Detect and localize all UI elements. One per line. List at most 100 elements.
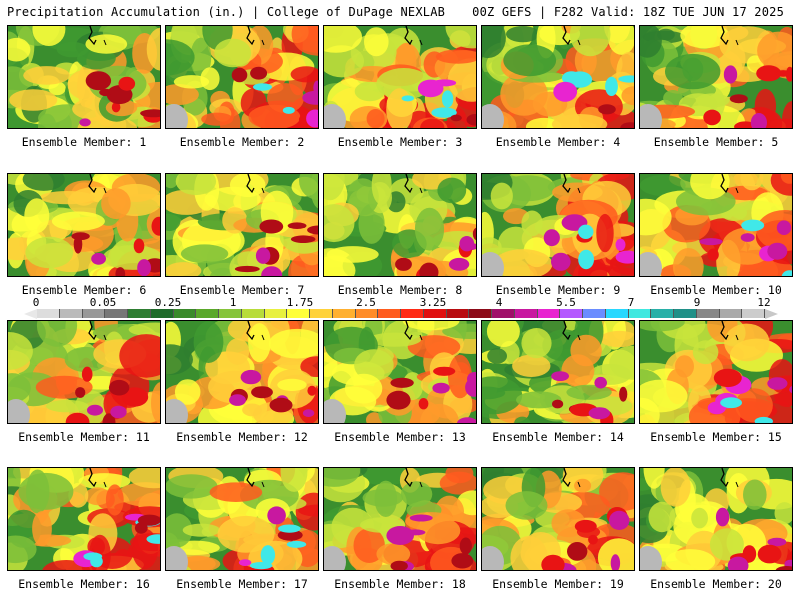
ensemble-member-panel: Ensemble Member: 8 xyxy=(323,173,477,304)
ensemble-member-panel: Ensemble Member: 20 xyxy=(639,467,793,598)
legend-swatch xyxy=(492,309,515,318)
ensemble-member-caption: Ensemble Member: 3 xyxy=(337,135,463,149)
legend-swatch xyxy=(651,309,674,318)
ensemble-member-caption: Ensemble Member: 13 xyxy=(334,430,466,444)
precipitation-map xyxy=(165,173,319,277)
ensemble-member-panel: Ensemble Member: 16 xyxy=(7,467,161,598)
ensemble-member-caption: Ensemble Member: 11 xyxy=(18,430,150,444)
legend-left-arrow xyxy=(24,309,37,319)
legend-swatch xyxy=(674,309,697,318)
ensemble-member-panel: Ensemble Member: 1 xyxy=(7,25,161,156)
ensemble-member-caption: Ensemble Member: 1 xyxy=(21,135,147,149)
legend-swatch xyxy=(401,309,424,318)
legend-swatch xyxy=(628,309,652,318)
precipitation-map xyxy=(323,467,477,571)
legend-swatch xyxy=(537,309,561,318)
legend-swatch xyxy=(605,309,629,318)
legend-swatch xyxy=(219,309,242,318)
map-title: Precipitation Accumulation (in.) | Colle… xyxy=(7,5,446,19)
precipitation-map xyxy=(639,25,793,129)
legend-swatch xyxy=(287,309,310,318)
legend-swatch xyxy=(719,309,743,318)
legend-tick-label: 0.25 xyxy=(154,296,182,309)
ensemble-member-panel: Ensemble Member: 6 xyxy=(7,173,161,304)
legend-swatch xyxy=(105,309,128,318)
precipitation-map xyxy=(323,25,477,129)
model-run-info: 00Z GEFS | F282 Valid: 18Z TUE JUN 17 20… xyxy=(472,5,784,19)
legend-swatch xyxy=(59,309,83,318)
legend-tick-label: 1 xyxy=(229,296,237,309)
precipitation-map xyxy=(639,467,793,571)
ensemble-member-panel: Ensemble Member: 15 xyxy=(639,320,793,451)
ensemble-member-caption: Ensemble Member: 10 xyxy=(650,283,782,297)
ensemble-member-caption: Ensemble Member: 5 xyxy=(653,135,779,149)
precipitation-map xyxy=(7,173,161,277)
precipitation-map xyxy=(639,173,793,277)
ensemble-member-caption: Ensemble Member: 2 xyxy=(179,135,305,149)
legend-swatch xyxy=(37,309,60,318)
legend-swatch xyxy=(332,309,356,318)
precipitation-map xyxy=(481,320,635,424)
ensemble-member-panel: Ensemble Member: 18 xyxy=(323,467,477,598)
precipitation-map xyxy=(165,25,319,129)
ensemble-member-caption: Ensemble Member: 6 xyxy=(21,283,147,297)
precipitation-map xyxy=(481,467,635,571)
precipitation-map xyxy=(639,320,793,424)
legend-swatch xyxy=(173,309,197,318)
ensemble-member-caption: Ensemble Member: 16 xyxy=(18,577,150,591)
legend-color-bar xyxy=(37,309,765,318)
ensemble-member-caption: Ensemble Member: 20 xyxy=(650,577,782,591)
legend-tick-label: 5.5 xyxy=(556,296,576,309)
ensemble-member-panel: Ensemble Member: 5 xyxy=(639,25,793,156)
ensemble-member-panel: Ensemble Member: 9 xyxy=(481,173,635,304)
ensemble-member-panel: Ensemble Member: 11 xyxy=(7,320,161,451)
ensemble-member-caption: Ensemble Member: 19 xyxy=(492,577,624,591)
legend-tick-label: 3.25 xyxy=(419,296,447,309)
legend-swatch xyxy=(446,309,470,318)
legend-swatch xyxy=(423,309,447,318)
ensemble-member-panel: Ensemble Member: 13 xyxy=(323,320,477,451)
precipitation-map xyxy=(165,320,319,424)
ensemble-member-panel: Ensemble Member: 4 xyxy=(481,25,635,156)
legend-tick-label: 0.05 xyxy=(89,296,117,309)
precipitation-legend: 0 0.05 0.25 1 1.75 2.5 3.25 4 5.5 7 9 12 xyxy=(0,296,800,319)
ensemble-member-caption: Ensemble Member: 7 xyxy=(179,283,305,297)
legend-tick-label: 7 xyxy=(627,296,635,309)
legend-swatch xyxy=(241,309,265,318)
ensemble-member-panel: Ensemble Member: 3 xyxy=(323,25,477,156)
ensemble-member-caption: Ensemble Member: 12 xyxy=(176,430,308,444)
legend-swatch xyxy=(514,309,538,318)
legend-tick-label: 9 xyxy=(693,296,701,309)
legend-tick-label: 12 xyxy=(757,296,771,309)
ensemble-member-caption: Ensemble Member: 4 xyxy=(495,135,621,149)
legend-swatch xyxy=(583,309,606,318)
ensemble-member-caption: Ensemble Member: 15 xyxy=(650,430,782,444)
precipitation-map xyxy=(7,25,161,129)
ensemble-member-panel: Ensemble Member: 14 xyxy=(481,320,635,451)
legend-right-arrow xyxy=(765,309,778,319)
ensemble-member-panel: Ensemble Member: 19 xyxy=(481,467,635,598)
ensemble-member-panel: Ensemble Member: 12 xyxy=(165,320,319,451)
legend-tick-label: 1.75 xyxy=(286,296,314,309)
precipitation-map xyxy=(323,320,477,424)
precipitation-map xyxy=(7,320,161,424)
legend-swatch xyxy=(196,309,219,318)
ensemble-member-panel: Ensemble Member: 10 xyxy=(639,173,793,304)
legend-swatch xyxy=(355,309,379,318)
precipitation-map xyxy=(481,173,635,277)
legend-swatch xyxy=(378,309,401,318)
legend-swatch xyxy=(264,309,288,318)
legend-tick-label: 2.5 xyxy=(356,296,376,309)
legend-swatch xyxy=(560,309,583,318)
ensemble-member-panel: Ensemble Member: 17 xyxy=(165,467,319,598)
legend-swatch xyxy=(469,309,492,318)
precipitation-map xyxy=(481,25,635,129)
precipitation-map xyxy=(323,173,477,277)
legend-swatch xyxy=(742,309,765,318)
legend-swatch xyxy=(82,309,106,318)
legend-swatch xyxy=(150,309,174,318)
legend-swatch xyxy=(696,309,720,318)
precipitation-map xyxy=(7,467,161,571)
legend-swatch xyxy=(310,309,333,318)
ensemble-member-panel: Ensemble Member: 7 xyxy=(165,173,319,304)
